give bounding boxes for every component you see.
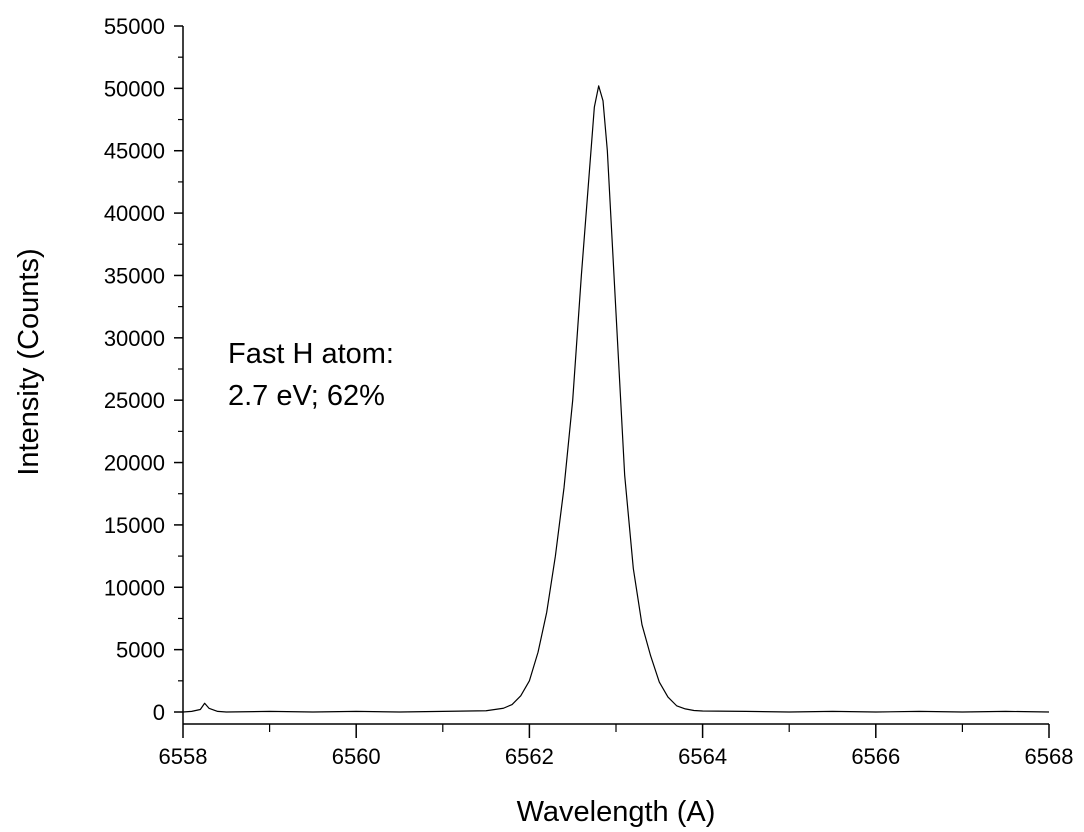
series-line [182, 85, 1050, 713]
x-tick-label: 6560 [332, 744, 381, 769]
y-tick-label: 25000 [104, 388, 165, 413]
y-tick-label: 20000 [104, 451, 165, 476]
x-tick-label: 6558 [159, 744, 208, 769]
x-tick-label: 6568 [1025, 744, 1074, 769]
y-tick-label: 40000 [104, 201, 165, 226]
y-axis: 0 5000 10000 15000 20000 25000 30000 35000 40000… [104, 14, 184, 725]
y-tick-label: 30000 [104, 326, 165, 351]
y-tick-label: 55000 [104, 14, 165, 39]
x-tick-label: 6564 [678, 744, 727, 769]
x-axis: 6558 6560 6562 6564 6566 6568 [159, 723, 1074, 769]
y-tick-label: 5000 [116, 638, 165, 663]
annotation-line-2: 2.7 eV; 62% [228, 380, 385, 412]
plot-area [182, 85, 1050, 713]
y-tick-label: 35000 [104, 263, 165, 288]
x-tick-label: 6562 [505, 744, 554, 769]
y-tick-label: 50000 [104, 76, 165, 101]
y-tick-label: 15000 [104, 513, 165, 538]
x-axis-title: Wavelength (A) [517, 796, 716, 828]
y-tick-label: 10000 [104, 575, 165, 600]
annotation-line-1: Fast H atom: [228, 338, 394, 370]
y-tick-label: 0 [153, 700, 165, 725]
x-tick-label: 6566 [851, 744, 900, 769]
y-tick-label: 45000 [104, 139, 165, 164]
y-axis-title: Intensity (Counts) [13, 248, 45, 475]
